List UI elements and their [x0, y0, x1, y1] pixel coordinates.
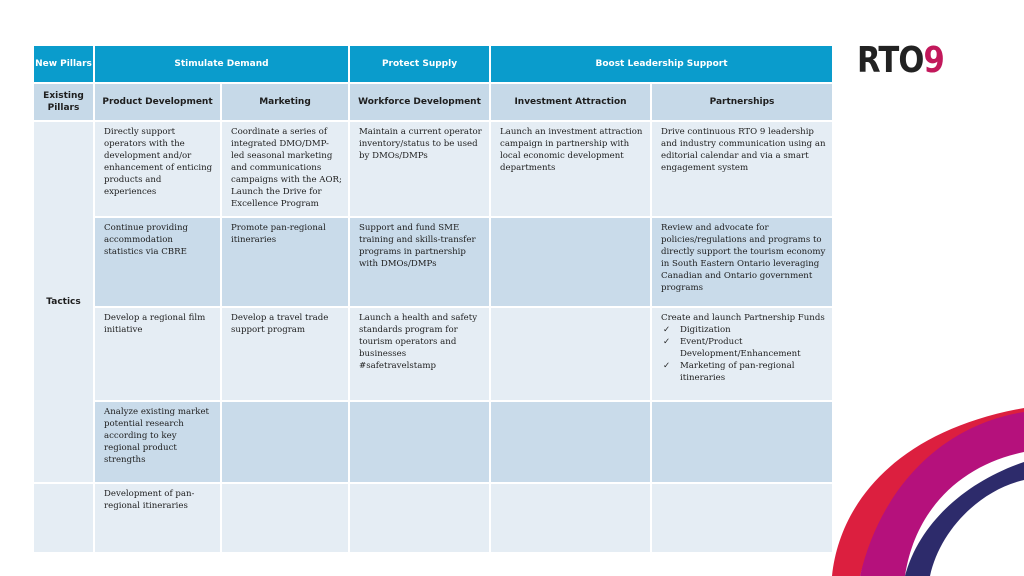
table-cell: [222, 402, 348, 482]
group-protect-supply: Protect Supply: [350, 46, 489, 82]
table-cell: Continue providing accommodation statist…: [95, 218, 220, 306]
table-cell: [491, 484, 650, 552]
table-cell: Development of pan-regional itineraries: [95, 484, 220, 552]
table-cell: [350, 484, 489, 552]
rto9-logo: RTO9: [857, 40, 945, 81]
check-icon: ✓: [663, 361, 671, 371]
column-header: Marketing: [222, 84, 348, 120]
column-header: Product Development: [95, 84, 220, 120]
check-icon: ✓: [663, 337, 671, 347]
table-cell: [350, 402, 489, 482]
partnership-funds-title: Create and launch Partnership Funds: [661, 313, 825, 323]
table-cell: [491, 402, 650, 482]
list-item: ✓ Digitization: [663, 325, 731, 335]
table-row: Tactics Directly support operators with …: [34, 122, 832, 482]
table-row: Develop a regional film initiative Devel…: [34, 308, 832, 400]
tactics-label: Tactics: [34, 122, 93, 482]
decorative-swoosh: [832, 408, 1024, 576]
partnership-funds-list: ✓ Digitization ✓ Event/Product Development…: [661, 324, 826, 384]
table-cell: [652, 484, 832, 552]
column-header: Partnerships: [652, 84, 832, 120]
column-header: Investment Attraction: [491, 84, 650, 120]
table-cell: Promote pan-regional itineraries: [222, 218, 348, 306]
table-row: Continue providing accommodation statist…: [34, 218, 832, 306]
table-cell: Develop a regional film initiative: [95, 308, 220, 400]
table-cell: [491, 218, 650, 306]
list-item: ✓ Event/Product Development/Enhancement: [663, 337, 801, 359]
list-item: ✓ Marketing of pan-regional itineraries: [663, 361, 795, 383]
column-header: Workforce Development: [350, 84, 489, 120]
table-cell: [491, 308, 650, 400]
partnership-funds-cell: Create and launch Partnership Funds ✓ Dig…: [652, 308, 832, 400]
table-row: Development of pan-regional itineraries: [34, 484, 832, 552]
new-pillars-label: New Pillars: [34, 46, 93, 82]
table-cell: [34, 484, 93, 552]
tactics-table: New Pillars Stimulate Demand Protect Sup…: [32, 44, 834, 554]
table-cell: Drive continuous RTO 9 leadership and in…: [652, 122, 832, 216]
table-cell: Coordinate a series of integrated DMO/DM…: [222, 122, 348, 216]
existing-pillars-label: Existing Pillars: [34, 84, 93, 120]
table-cell: Review and advocate for policies/regulat…: [652, 218, 832, 306]
table-cell: Support and fund SME training and skills…: [350, 218, 489, 306]
check-icon: ✓: [663, 325, 671, 335]
table-cell: [222, 484, 348, 552]
table-cell: Develop a travel trade support program: [222, 308, 348, 400]
table-cell: Analyze existing market potential resear…: [95, 402, 220, 482]
table-cell: Launch a health and safety standards pro…: [350, 308, 489, 400]
table-cell: Directly support operators with the deve…: [95, 122, 220, 216]
table-cell: Maintain a current operator inventory/st…: [350, 122, 489, 216]
table-row: Analyze existing market potential resear…: [34, 402, 832, 482]
table-cell: Launch an investment attraction campaign…: [491, 122, 650, 216]
table-cell: [652, 402, 832, 482]
group-boost-leadership: Boost Leadership Support: [491, 46, 832, 82]
group-stimulate-demand: Stimulate Demand: [95, 46, 348, 82]
